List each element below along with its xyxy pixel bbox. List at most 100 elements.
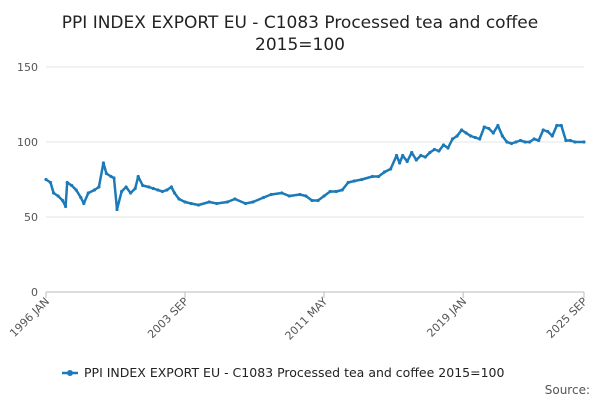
- data-point[interactable]: [82, 201, 86, 206]
- data-point[interactable]: [251, 200, 255, 204]
- data-point[interactable]: [141, 183, 145, 188]
- data-point[interactable]: [487, 126, 491, 131]
- data-point[interactable]: [169, 185, 173, 189]
- data-point[interactable]: [541, 128, 545, 132]
- data-point[interactable]: [70, 183, 74, 188]
- data-point[interactable]: [328, 189, 332, 194]
- data-point[interactable]: [48, 180, 53, 185]
- data-point[interactable]: [460, 128, 464, 132]
- data-point[interactable]: [316, 198, 320, 203]
- data-point[interactable]: [464, 131, 468, 135]
- data-point[interactable]: [269, 192, 273, 197]
- data-point[interactable]: [334, 189, 338, 194]
- data-point[interactable]: [555, 123, 559, 128]
- data-point[interactable]: [514, 140, 518, 144]
- data-point[interactable]: [112, 176, 116, 180]
- data-point[interactable]: [340, 188, 344, 192]
- data-point[interactable]: [207, 200, 211, 204]
- data-point[interactable]: [419, 153, 423, 158]
- data-point[interactable]: [360, 177, 364, 182]
- data-point[interactable]: [496, 123, 500, 128]
- data-point[interactable]: [564, 138, 568, 143]
- data-point[interactable]: [546, 129, 550, 134]
- data-point[interactable]: [61, 198, 65, 203]
- data-point[interactable]: [410, 150, 414, 155]
- data-point[interactable]: [437, 149, 441, 153]
- data-point[interactable]: [310, 198, 314, 203]
- data-point[interactable]: [370, 174, 374, 179]
- data-point[interactable]: [505, 140, 509, 144]
- data-point[interactable]: [509, 141, 514, 146]
- data-point[interactable]: [44, 177, 48, 182]
- data-point[interactable]: [74, 188, 78, 192]
- data-point[interactable]: [262, 195, 266, 200]
- data-point[interactable]: [225, 200, 229, 204]
- data-point[interactable]: [109, 174, 113, 179]
- data-point[interactable]: [104, 171, 108, 176]
- data-point[interactable]: [432, 147, 436, 152]
- legend[interactable]: PPI INDEX EXPORT EU - C1083 Processed te…: [62, 365, 504, 380]
- data-point[interactable]: [346, 180, 350, 185]
- data-point[interactable]: [482, 125, 486, 129]
- data-point[interactable]: [177, 197, 181, 201]
- data-point[interactable]: [450, 137, 455, 141]
- data-point[interactable]: [389, 167, 393, 171]
- data-point[interactable]: [156, 188, 160, 192]
- data-point[interactable]: [129, 191, 133, 195]
- data-point[interactable]: [304, 194, 308, 198]
- data-point[interactable]: [518, 138, 523, 143]
- data-point[interactable]: [398, 161, 402, 165]
- data-point[interactable]: [215, 201, 219, 206]
- data-point[interactable]: [550, 134, 554, 138]
- data-point[interactable]: [382, 170, 387, 174]
- data-point[interactable]: [124, 185, 128, 189]
- data-point[interactable]: [172, 191, 177, 195]
- data-point[interactable]: [287, 194, 291, 198]
- data-point[interactable]: [298, 192, 302, 197]
- data-point[interactable]: [573, 140, 577, 144]
- data-point[interactable]: [423, 155, 427, 159]
- data-point[interactable]: [189, 201, 193, 206]
- data-point[interactable]: [183, 200, 187, 204]
- data-point[interactable]: [352, 179, 356, 183]
- data-point[interactable]: [136, 174, 140, 179]
- data-point[interactable]: [428, 150, 432, 155]
- data-point[interactable]: [120, 189, 124, 194]
- data-point[interactable]: [532, 137, 536, 141]
- data-point[interactable]: [528, 140, 532, 144]
- data-point[interactable]: [151, 186, 155, 191]
- data-point[interactable]: [65, 180, 69, 185]
- data-point[interactable]: [280, 191, 284, 195]
- data-point[interactable]: [56, 194, 60, 198]
- data-point[interactable]: [133, 186, 137, 191]
- data-point[interactable]: [86, 191, 90, 195]
- data-point[interactable]: [233, 197, 237, 201]
- data-point[interactable]: [455, 134, 459, 138]
- data-point[interactable]: [568, 138, 573, 143]
- data-point[interactable]: [469, 134, 473, 138]
- data-point[interactable]: [101, 161, 105, 165]
- data-point[interactable]: [523, 140, 527, 144]
- data-point[interactable]: [582, 140, 586, 144]
- data-point[interactable]: [473, 135, 477, 140]
- data-point[interactable]: [97, 185, 101, 189]
- data-point[interactable]: [559, 123, 563, 128]
- data-point[interactable]: [79, 195, 83, 200]
- data-point[interactable]: [414, 158, 418, 162]
- data-point[interactable]: [405, 159, 409, 164]
- data-point[interactable]: [395, 153, 399, 158]
- data-point[interactable]: [537, 138, 541, 143]
- data-point[interactable]: [491, 131, 495, 135]
- data-point[interactable]: [197, 203, 201, 207]
- data-point[interactable]: [500, 134, 504, 138]
- data-point[interactable]: [376, 174, 381, 179]
- data-point[interactable]: [446, 146, 450, 150]
- data-point[interactable]: [441, 143, 446, 147]
- data-point[interactable]: [165, 188, 169, 192]
- data-point[interactable]: [243, 201, 248, 206]
- data-point[interactable]: [115, 207, 119, 212]
- data-point[interactable]: [92, 188, 96, 192]
- data-point[interactable]: [160, 189, 164, 194]
- data-point[interactable]: [322, 194, 326, 198]
- data-point[interactable]: [478, 137, 482, 141]
